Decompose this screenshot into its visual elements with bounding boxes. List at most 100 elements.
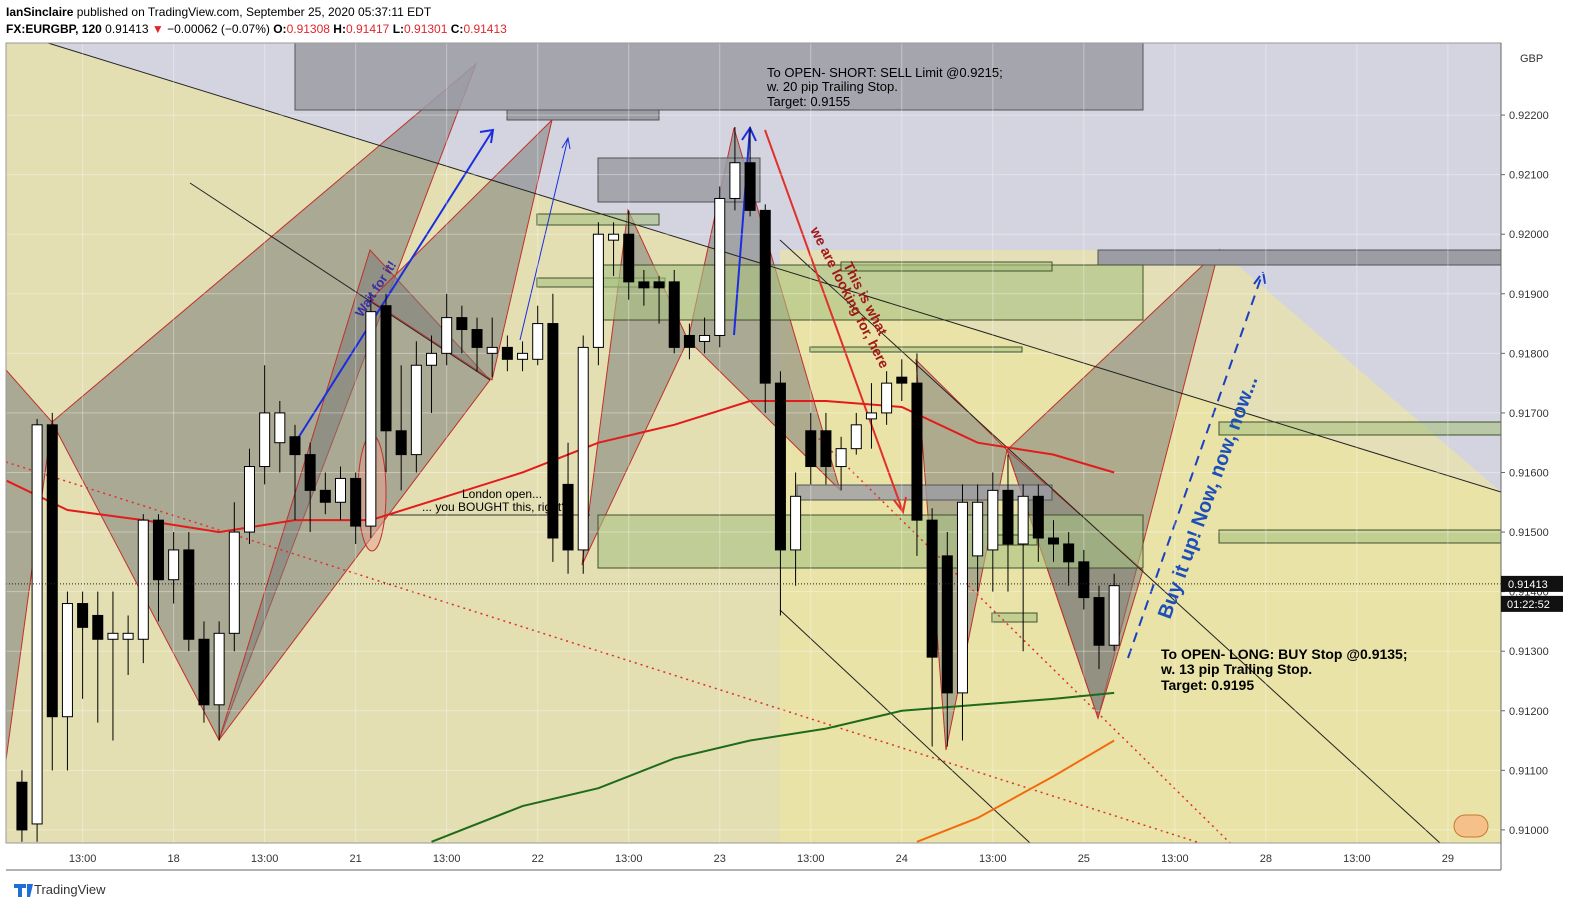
y-tick-label: 0.91700 [1509,408,1549,420]
candle-body [228,531,240,634]
x-tick-label: 21 [350,853,362,865]
quote-line: FX:EURGBP, 120 0.91413 ▼ −0.00062 (−0.07… [6,21,507,38]
y-tick-label: 0.92100 [1509,170,1549,182]
candle-body [774,382,786,551]
candle-body [744,162,756,211]
zones-green [536,213,1501,623]
plot [6,43,1501,843]
candle-body [638,281,650,289]
icon [1453,814,1489,838]
candle-body [759,209,771,384]
dotted-lines [6,429,1231,843]
candle-body [168,549,180,581]
x-tick-label: 13:00 [1161,853,1189,865]
candle-body [577,346,589,551]
candle-body [547,323,559,539]
trendlines [47,43,1501,843]
price-tag-label: 0.91413 [1508,579,1548,591]
symbol: FX:EURGBP, 120 [6,22,102,36]
price-tag [1501,575,1563,592]
candle-body [365,311,377,527]
price: 0.91413 [105,22,149,36]
author: IanSinclaire [6,5,74,19]
candle-body [198,638,210,706]
x-tick-label: 13:00 [615,853,643,865]
change: −0.00062 (−0.07%) [167,22,270,36]
candle-body [380,305,392,432]
note: ... you BOUGHT this, right?! [422,500,571,514]
candle-body [259,412,271,468]
y-tick-label: 0.92000 [1509,229,1549,241]
o-label: O: [273,22,287,36]
candle-body [77,603,89,628]
candle-body [987,489,999,551]
candle-body [714,197,726,336]
candle-body [820,430,832,468]
candle-body [592,233,604,348]
candle-body [213,632,225,706]
candle-body [486,346,498,354]
candle-body [865,412,877,420]
candle-body [532,323,544,360]
candle-body [729,162,741,199]
note: w. 13 pip Trailing Stop. [1160,661,1312,677]
candle-body [61,603,73,718]
candle-body [699,334,711,342]
candle-body [441,317,453,354]
candle-body [653,281,665,289]
x-tick-label: 13:00 [979,853,1007,865]
y-tick-label: 0.91000 [1509,825,1549,837]
candle-body [16,781,28,831]
candle-body [1032,495,1044,539]
candle-body [517,352,529,360]
l-label: L: [392,22,405,36]
candle-body [835,448,847,468]
candle-body [426,352,438,366]
candle-body [956,501,968,694]
logo [14,884,33,897]
candle-body [243,466,255,533]
moving-average [6,400,1115,534]
x-tick-label: 13:00 [433,853,461,865]
note: Target: 0.9195 [1161,677,1254,693]
candle-body [304,454,316,491]
low: 0.91301 [404,22,448,36]
y-tick-label: 0.91500 [1509,527,1549,539]
moving-average [916,739,1115,843]
candle-body [790,495,802,551]
candle-body [350,477,362,527]
x-tick-label: 13:00 [251,853,279,865]
candle-body [31,424,43,825]
close: 0.91413 [463,22,507,36]
x-tick-label: 13:00 [69,853,97,865]
y-tick-label: 0.91900 [1509,289,1549,301]
candle-body [562,483,574,551]
x-tick-label: 25 [1078,853,1090,865]
candle-body [1002,489,1014,545]
publish-line: IanSinclaire published on TradingView.co… [6,4,507,21]
candle-body [623,233,635,283]
candle-body [850,424,862,450]
brand: TradingView [34,882,106,897]
h-label: H: [333,22,346,36]
x-tick-label: 29 [1442,853,1454,865]
note: London open... [462,487,542,501]
y-tick-label: 0.91100 [1509,765,1548,777]
candle-body [274,412,286,444]
candle-body [137,519,149,640]
x-tick-label: 22 [532,853,544,865]
x-tick-label: 13:00 [797,853,825,865]
candle-body [972,501,984,557]
candle-body [456,317,468,331]
y-tick-label: 0.91600 [1509,467,1549,479]
candle-body [881,382,893,414]
candle-body [1047,537,1059,545]
candle-body [471,329,483,348]
timer-label: 01:22:52 [1507,599,1550,611]
x-tick-label: 24 [896,853,908,865]
candle-body [334,477,346,503]
boxes [294,43,1501,501]
open: 0.91308 [286,22,330,36]
